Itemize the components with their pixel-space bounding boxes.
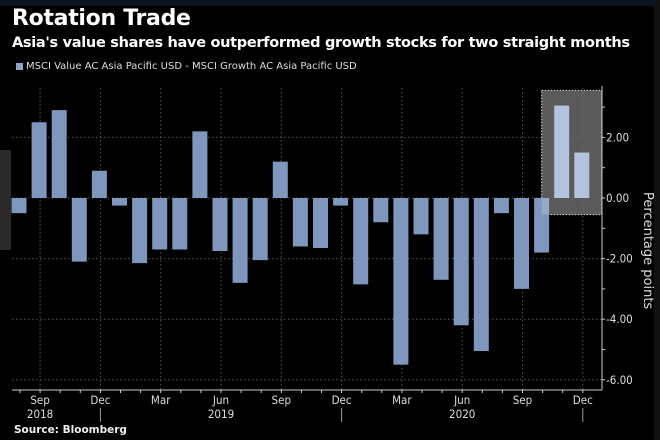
source-note: Source: Bloomberg [14, 424, 127, 436]
bar [333, 198, 349, 206]
legend-label: MSCI Value AC Asia Pacific USD - MSCI Gr… [26, 61, 357, 72]
legend: MSCI Value AC Asia Pacific USD - MSCI Gr… [16, 61, 357, 72]
x-year-label: 2018 [27, 407, 53, 421]
x-tick-label: Dec [90, 393, 110, 407]
bar [373, 198, 389, 223]
bar [453, 198, 469, 326]
chart-subtitle: Asia's value shares have outperformed gr… [12, 35, 630, 51]
left-edge-panel [0, 150, 11, 250]
bar [212, 198, 228, 252]
x-tick-label: Sep [513, 393, 533, 407]
bar [514, 198, 529, 289]
x-tick-label: Sep [30, 393, 50, 407]
bar [272, 161, 288, 198]
bar [393, 198, 409, 365]
x-year-label: 2019 [208, 407, 234, 421]
top-border [0, 0, 660, 6]
y-tick-label: 2.00 [606, 130, 629, 144]
x-tick-label: Jun [453, 393, 470, 407]
bar [192, 131, 208, 198]
bar [413, 198, 429, 235]
bar [232, 198, 248, 283]
right-border [654, 0, 660, 440]
bar [554, 105, 570, 198]
x-tick-label: Jun [212, 393, 229, 407]
chart-title: Rotation Trade [12, 6, 191, 31]
y-tick-label: 0.00 [606, 191, 629, 205]
bar [292, 198, 308, 247]
x-tick-label: Dec [573, 393, 593, 407]
bar [493, 198, 509, 214]
bar [473, 198, 489, 352]
bar [31, 122, 47, 198]
bar [11, 198, 27, 214]
y-tick-label: -6.00 [606, 373, 633, 387]
bar [172, 198, 188, 250]
bar [313, 198, 328, 248]
x-year-label: 2020 [449, 407, 475, 421]
bar [112, 198, 127, 206]
bar [252, 198, 268, 261]
highlight-box [541, 89, 603, 216]
bar [71, 198, 87, 262]
bar [51, 110, 67, 198]
y-axis-title: Percentage points [640, 192, 655, 309]
legend-swatch [16, 63, 23, 70]
y-tick-label: -4.00 [606, 312, 633, 326]
highlight-overlap [541, 198, 550, 215]
bar [574, 152, 590, 198]
bar [433, 198, 449, 280]
x-tick-label: Mar [392, 393, 412, 407]
bar [91, 170, 107, 198]
bar [132, 198, 148, 264]
y-tick-label: -2.00 [606, 252, 633, 266]
x-tick-label: Dec [332, 393, 352, 407]
x-tick-label: Sep [272, 393, 292, 407]
bar [152, 198, 168, 250]
bar [353, 198, 369, 285]
x-tick-label: Mar [151, 393, 171, 407]
bar [534, 198, 550, 253]
